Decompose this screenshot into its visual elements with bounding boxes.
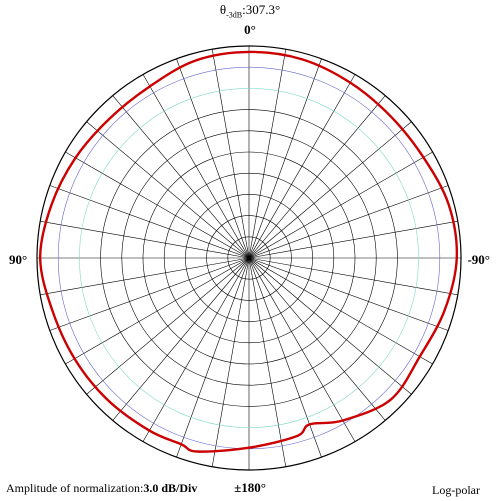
grid-ring	[121, 130, 377, 386]
grid-ring	[100, 109, 398, 407]
grid-ring	[163, 172, 335, 344]
normalization-amplitude: Amplitude of normalization:3.0 dB/Div	[6, 481, 198, 495]
angle-label-90: 90°	[9, 252, 28, 267]
angle-label-180: ±180°	[234, 480, 266, 495]
angle-label-minus-90: -90°	[467, 252, 490, 267]
grid-ring	[185, 194, 313, 322]
beamwidth-title: θ-3dB:307.3°	[219, 2, 281, 20]
grid-ring	[206, 215, 292, 301]
grid-ring	[227, 236, 271, 280]
outer-ring	[36, 45, 462, 471]
angle-label-0: 0°	[244, 22, 256, 37]
grid-ring	[142, 151, 356, 365]
scale-mode-label: Log-polar	[432, 483, 480, 497]
radiation-pattern-line	[38, 50, 459, 453]
reference-ring	[79, 88, 419, 428]
